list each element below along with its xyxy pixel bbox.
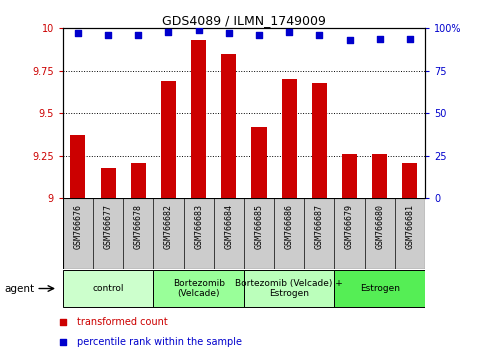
Point xyxy=(195,27,202,33)
Point xyxy=(240,35,248,41)
Text: control: control xyxy=(92,284,124,293)
Text: GSM766685: GSM766685 xyxy=(255,204,264,249)
Bar xyxy=(372,154,387,198)
Text: agent: agent xyxy=(5,284,35,293)
Title: GDS4089 / ILMN_1749009: GDS4089 / ILMN_1749009 xyxy=(162,14,326,27)
Bar xyxy=(402,162,417,198)
Bar xyxy=(221,54,236,198)
Bar xyxy=(342,154,357,198)
Point xyxy=(285,29,293,35)
Point xyxy=(225,30,233,36)
Text: GSM766683: GSM766683 xyxy=(194,204,203,249)
Text: GSM766679: GSM766679 xyxy=(345,204,354,249)
Text: GSM766676: GSM766676 xyxy=(73,204,83,249)
Text: Bortezomib (Velcade) +
Estrogen: Bortezomib (Velcade) + Estrogen xyxy=(235,279,343,298)
Bar xyxy=(63,270,154,307)
Bar xyxy=(100,168,115,198)
Point xyxy=(165,29,172,35)
Text: GSM766677: GSM766677 xyxy=(103,204,113,249)
Bar xyxy=(191,40,206,198)
Bar xyxy=(282,79,297,198)
Text: percentile rank within the sample: percentile rank within the sample xyxy=(77,337,242,348)
Text: GSM766687: GSM766687 xyxy=(315,204,324,249)
Bar xyxy=(244,270,334,307)
Point xyxy=(376,36,384,41)
Point xyxy=(134,32,142,38)
Bar xyxy=(71,135,85,198)
Text: transformed count: transformed count xyxy=(77,317,168,327)
Bar xyxy=(131,162,146,198)
Point xyxy=(346,38,354,43)
Text: GSM766680: GSM766680 xyxy=(375,204,384,249)
Point xyxy=(240,224,248,229)
Bar xyxy=(154,270,244,307)
Point xyxy=(255,32,263,38)
Text: Estrogen: Estrogen xyxy=(360,284,400,293)
Text: GSM766678: GSM766678 xyxy=(134,204,143,249)
Text: Bortezomib
(Velcade): Bortezomib (Velcade) xyxy=(172,279,225,298)
Text: GSM766686: GSM766686 xyxy=(284,204,294,249)
Text: GSM766681: GSM766681 xyxy=(405,204,414,249)
Text: GSM766682: GSM766682 xyxy=(164,204,173,249)
Point xyxy=(104,32,112,38)
Point xyxy=(406,36,414,41)
Point xyxy=(315,32,323,38)
Text: GSM766684: GSM766684 xyxy=(224,204,233,249)
Bar xyxy=(334,270,425,307)
Bar xyxy=(312,83,327,198)
Point xyxy=(74,30,82,36)
Bar xyxy=(252,127,267,198)
Bar xyxy=(161,81,176,198)
